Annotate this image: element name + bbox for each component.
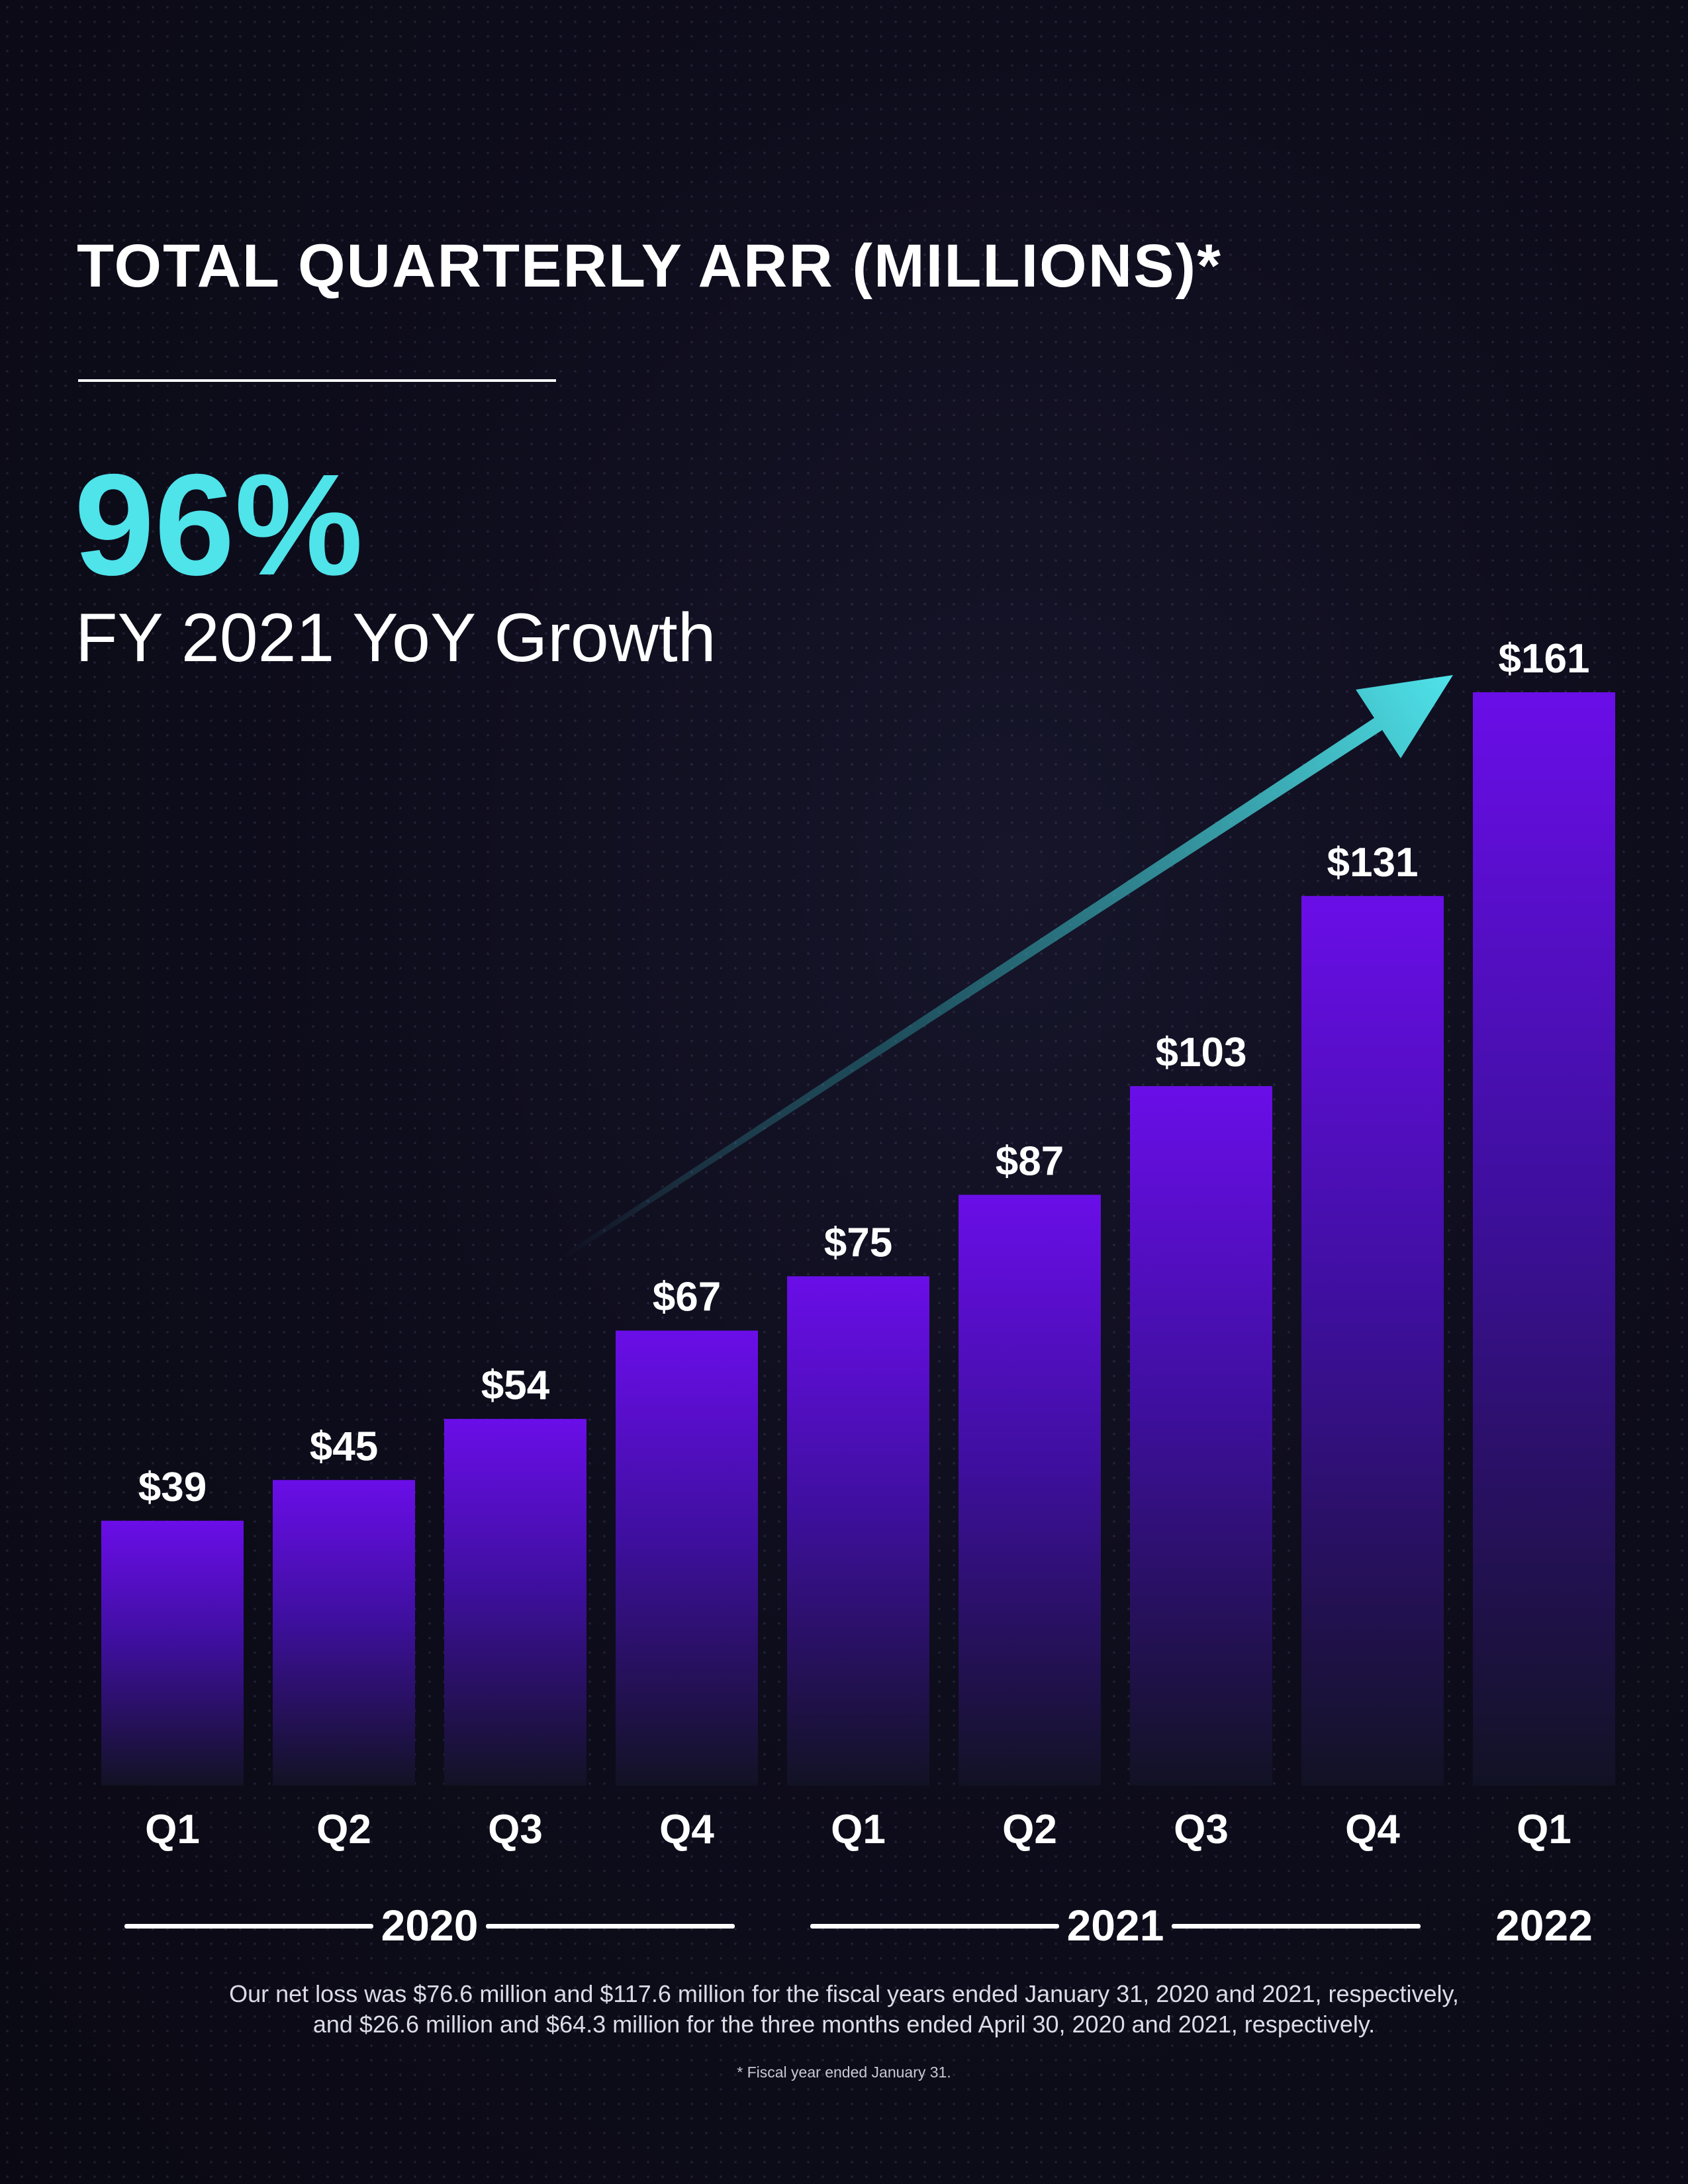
year-rule-left-0 [124,1924,373,1929]
bar-1 [273,1480,415,1786]
year-label-2020: 2020 [381,1901,479,1950]
category-label-5: Q2 [1002,1807,1057,1852]
year-label-2021: 2021 [1067,1901,1164,1950]
category-label-2: Q3 [488,1807,543,1852]
growth-percentage: 96% [74,445,363,606]
bars-group [101,692,1615,1786]
bar-value-label-3: $67 [653,1275,721,1320]
bar-5 [959,1195,1101,1786]
bar-value-label-8: $161 [1499,636,1590,682]
bar-value-label-7: $131 [1327,840,1419,886]
chart-title: TOTAL QUARTERLY ARR (MILLIONS)* [77,232,1222,300]
category-label-0: Q1 [145,1807,200,1852]
year-rule-right-0 [486,1924,735,1929]
bar-value-label-4: $75 [824,1220,892,1265]
bar-value-label-2: $54 [481,1363,550,1408]
category-label-6: Q3 [1174,1807,1229,1852]
footnote-line-2: and $26.6 million and $64.3 million for … [312,2011,1376,2038]
net-loss-footnote: Our net loss was $76.6 million and $117.… [0,1979,1688,2040]
bar-value-label-6: $103 [1156,1030,1247,1075]
bar-3 [616,1330,758,1786]
year-rule-left-1 [810,1924,1059,1929]
year-label-2022: 2022 [1495,1901,1593,1950]
bar-6 [1130,1086,1272,1786]
growth-label: FY 2021 YoY Growth [75,600,716,676]
trend-arrow [561,675,1454,1259]
fiscal-year-note: * Fiscal year ended January 31. [737,2064,951,2081]
bar-value-label-0: $39 [138,1465,207,1510]
bar-4 [787,1276,929,1786]
title-divider [78,379,556,382]
bar-0 [101,1520,244,1786]
bar-2 [444,1418,586,1786]
year-rule-right-1 [1172,1924,1421,1929]
bar-7 [1301,895,1444,1786]
category-label-4: Q1 [831,1807,886,1852]
year-axis: 2020 2021 2022 [124,1901,1593,1950]
bar-value-label-5: $87 [996,1138,1064,1184]
category-label-3: Q4 [659,1807,714,1852]
trend-arrow-shape [561,675,1454,1259]
category-label-1: Q2 [316,1807,371,1852]
category-label-8: Q1 [1517,1807,1571,1852]
labels-group: $39 Q1 $45 Q2 $54 Q3 $67 Q4 $75 Q1 $87 Q2 $103 Q3 $131… [138,636,1590,1852]
footnote-line-1: Our net loss was $76.6 million and $117.… [229,1980,1459,2007]
bar-8 [1473,692,1615,1786]
category-label-7: Q4 [1345,1807,1400,1852]
bar-value-label-1: $45 [310,1424,378,1469]
